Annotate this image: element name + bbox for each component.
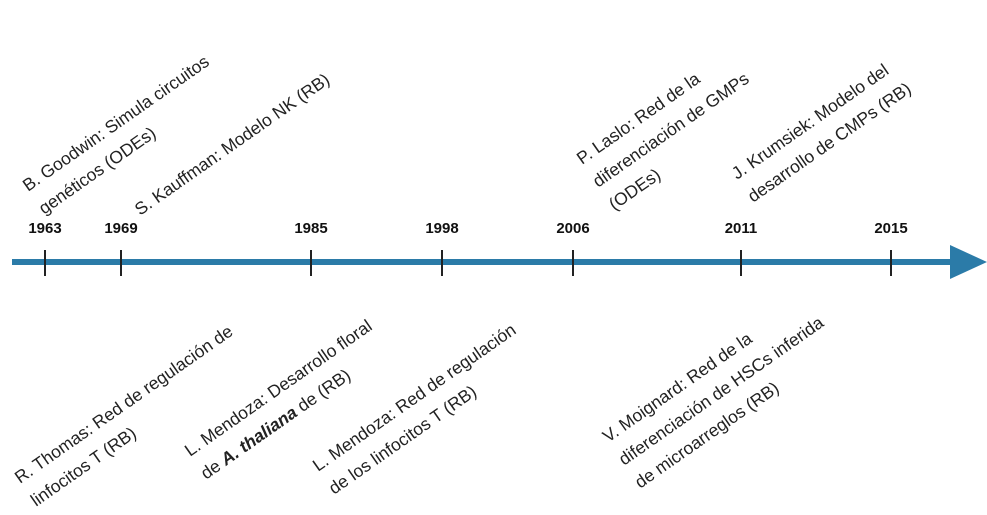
event-label: R. Thomas: Red de regulación delinfocito… bbox=[11, 321, 253, 510]
label-line: diferenciación de HSCs inferida bbox=[615, 312, 827, 469]
year-label: 2006 bbox=[556, 220, 589, 237]
year-label: 1963 bbox=[28, 220, 61, 237]
year-label: 2011 bbox=[725, 220, 758, 237]
year-label: 1985 bbox=[294, 220, 327, 237]
axis-arrow bbox=[950, 245, 987, 279]
event-label: P. Laslo: Red de ladiferenciación de GMP… bbox=[573, 45, 769, 214]
event-text: R. Thomas: Red de regulación delinfocito… bbox=[11, 321, 253, 510]
event-text: J. Krumsiek: Modelo deldesarrollo de CMP… bbox=[728, 55, 915, 206]
year-label: 2015 bbox=[874, 220, 907, 237]
event-label: V. Moignard: Red de ladiferenciación de … bbox=[599, 289, 844, 492]
year-label: 1998 bbox=[425, 220, 458, 237]
event-label: B. Goodwin: Simula circuitosgenéticos (O… bbox=[19, 51, 229, 218]
event-label: J. Krumsiek: Modelo deldesarrollo de CMP… bbox=[728, 55, 915, 206]
year-label: 1969 bbox=[104, 220, 137, 237]
event-text: B. Goodwin: Simula circuitosgenéticos (O… bbox=[19, 51, 229, 218]
event-text: P. Laslo: Red de ladiferenciación de GMP… bbox=[573, 45, 769, 214]
event-text: V. Moignard: Red de ladiferenciación de … bbox=[599, 289, 844, 492]
